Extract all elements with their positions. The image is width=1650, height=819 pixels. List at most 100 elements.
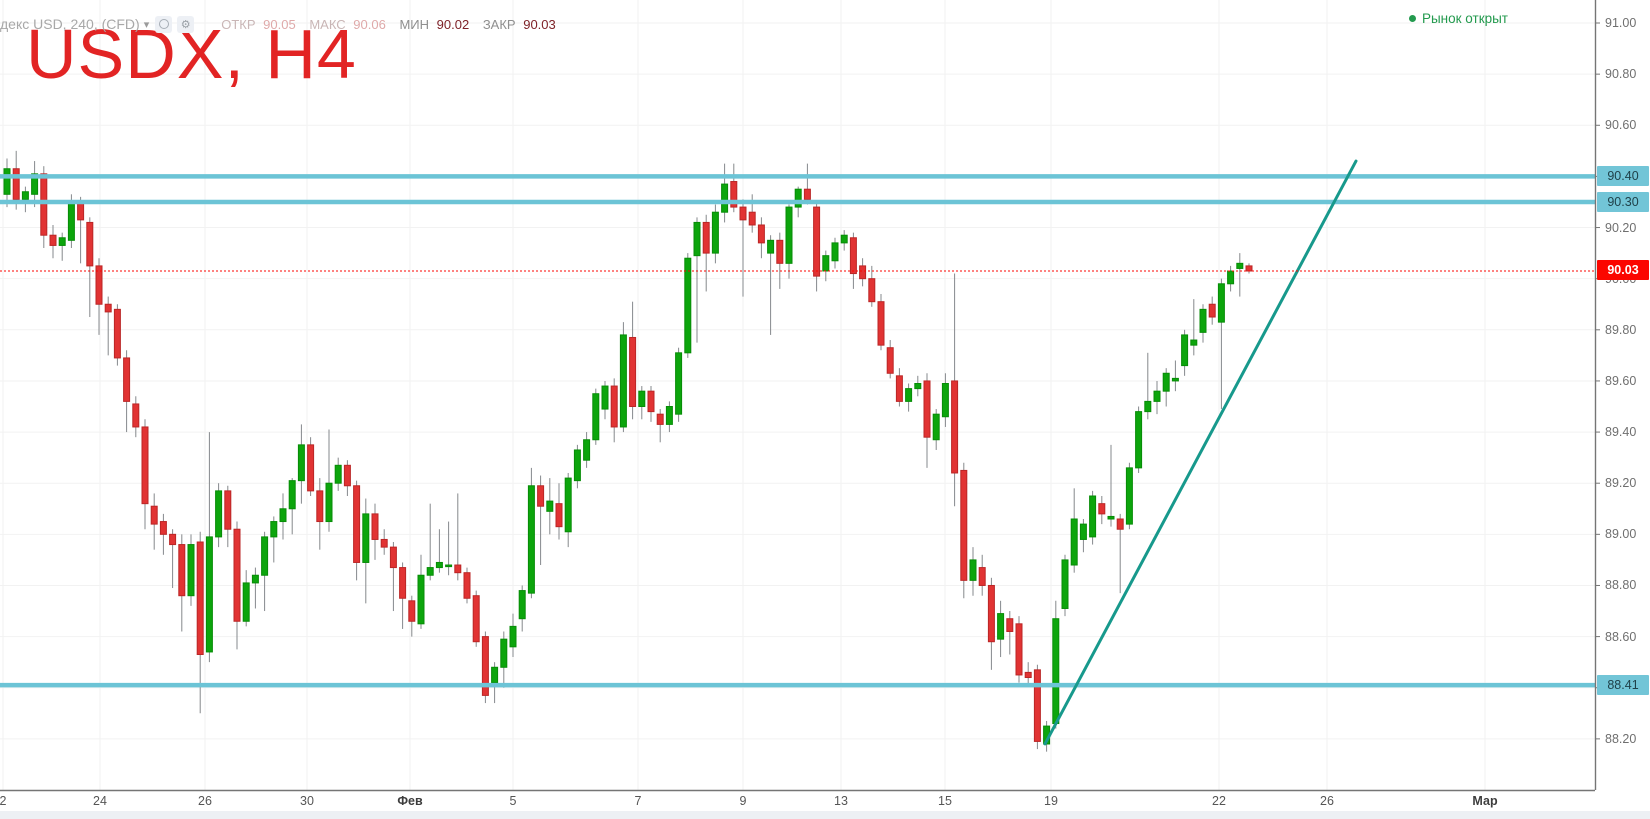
open-label: ОТКР (221, 16, 256, 32)
time-axis-label: 9 (739, 794, 747, 808)
time-axis-label: Мар (1472, 794, 1498, 808)
level-price-badge: 90.30 (1597, 191, 1649, 212)
candle-body (454, 564, 462, 574)
candle-body (895, 375, 903, 402)
candle-body (86, 221, 94, 267)
candle-body (1116, 518, 1124, 530)
candle-body (224, 490, 232, 530)
candle-body (104, 303, 112, 313)
candle-body (978, 567, 986, 586)
candle-body (1162, 372, 1170, 392)
price-axis-label: 90.20 (1605, 220, 1637, 235)
candle-body (987, 584, 995, 643)
level-price-badge: 88.41 (1597, 675, 1649, 696)
candle-body (1153, 390, 1161, 402)
time-axis[interactable]: 2 24 26 30 Фев 5 7 9 13 15 19 22 26 Мар (0, 791, 1650, 811)
candle-body (619, 334, 627, 428)
candle-body (389, 546, 397, 569)
candle-body (49, 234, 57, 246)
time-axis-label: 2 (0, 794, 7, 808)
market-status[interactable]: Рынок открыт (1408, 11, 1508, 26)
candle-body (1024, 671, 1032, 679)
candle-body (1208, 303, 1216, 318)
circle-marker-icon[interactable] (155, 15, 173, 33)
candle-body (647, 390, 655, 413)
candle-body (1199, 308, 1207, 333)
candle-body (288, 480, 296, 510)
candle-body (1107, 515, 1115, 520)
trendline[interactable] (1043, 159, 1358, 746)
candle-body (739, 206, 747, 221)
candle-body (215, 490, 223, 538)
candle-body (711, 211, 719, 254)
candle-body (537, 485, 545, 507)
candle-body (1245, 265, 1253, 272)
candle-body (1070, 518, 1078, 566)
candle-body (877, 301, 885, 346)
symbol-title[interactable]: декс USD, 240, (CFD) (0, 16, 140, 32)
candle-body (702, 221, 710, 254)
candle-body (767, 239, 775, 254)
candle-body (785, 206, 793, 264)
candle-body (159, 521, 167, 535)
candle-body (941, 382, 949, 418)
candle-body (40, 173, 48, 236)
candle-body (527, 485, 535, 594)
time-axis-label: 19 (1044, 794, 1058, 808)
time-axis-label: 26 (198, 794, 212, 808)
candle-body (1171, 377, 1179, 382)
candle-body (481, 636, 489, 696)
market-status-label: Рынок открыт (1421, 11, 1508, 26)
candle-body (316, 490, 324, 523)
price-axis-label: 90.60 (1605, 118, 1637, 133)
gear-icon[interactable]: ⚙ (177, 15, 195, 33)
candle-body (1125, 467, 1133, 525)
candle-body (803, 188, 811, 200)
candle-body (969, 559, 977, 581)
low-label: МИН (399, 16, 430, 32)
candle-body (113, 308, 121, 359)
candle-body (426, 567, 434, 576)
chevron-down-icon[interactable]: ▾ (143, 18, 150, 31)
time-axis-label: 5 (509, 794, 517, 808)
candle-body (3, 168, 11, 195)
plot-border (0, 0, 1600, 792)
candle-body (1061, 559, 1069, 609)
time-axis-label: 13 (834, 794, 848, 808)
candle-body (261, 536, 269, 576)
candle-body (840, 234, 848, 244)
candle-body (951, 380, 959, 474)
candle-body (353, 485, 361, 563)
candle-body (610, 385, 618, 428)
time-axis-label: 26 (1320, 794, 1334, 808)
candle-body (656, 413, 664, 425)
candle-body (813, 206, 821, 277)
candle-body (831, 242, 839, 262)
candle-body (233, 528, 241, 622)
price-axis-label: 89.60 (1605, 373, 1637, 388)
price-axis[interactable]: 88.2088.4088.6088.8089.0089.2089.4089.60… (1596, 0, 1650, 790)
bottom-toolbar-strip (0, 811, 1650, 819)
candle-body (1135, 411, 1143, 469)
candle-body (675, 352, 683, 415)
candle-body (31, 173, 39, 195)
candle-body (270, 521, 278, 538)
candle-body (518, 590, 526, 620)
candle-body (279, 508, 287, 523)
last-price-badge: 90.03 (1597, 260, 1649, 280)
candle-body (1227, 270, 1235, 285)
candle-body (1006, 618, 1014, 632)
candle-body (58, 237, 66, 246)
candle-body (343, 464, 351, 487)
candle-body (1089, 495, 1097, 538)
candle-body (21, 191, 29, 200)
candle-body (592, 393, 600, 441)
candle-body (12, 168, 20, 200)
candle-body (251, 574, 259, 584)
level-lines (0, 174, 1595, 688)
candle-body (1052, 618, 1060, 725)
symbol-legend: декс USD, 240, (CFD) ▾ ⚙ ОТКР 90.05 МАКС… (0, 14, 556, 34)
candle-body (638, 390, 646, 408)
candle-body (196, 541, 204, 655)
